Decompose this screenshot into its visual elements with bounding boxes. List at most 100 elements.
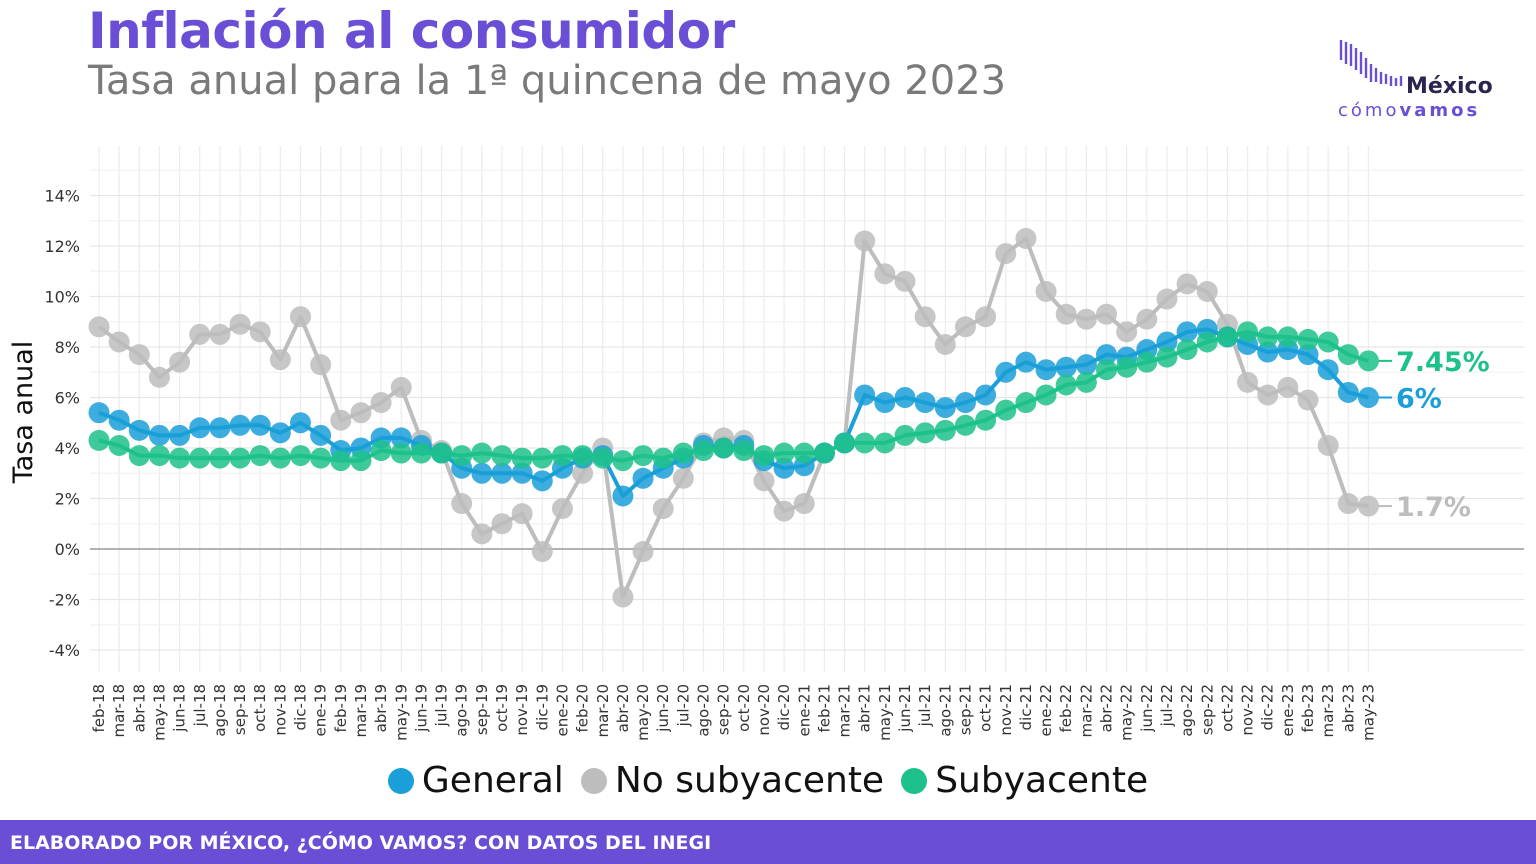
data-point-no-subyacente xyxy=(1136,308,1158,330)
legend-swatch-general xyxy=(387,767,414,794)
data-point-subyacente xyxy=(693,440,714,462)
x-tick-label: ene-23 xyxy=(1279,684,1297,736)
x-tick-label: ago-20 xyxy=(695,684,713,737)
x-tick-label: abr-18 xyxy=(130,684,148,732)
data-point-subyacente xyxy=(1317,331,1339,353)
x-tick-label: nov-20 xyxy=(755,684,773,736)
x-tick-label: dic-18 xyxy=(292,684,310,730)
x-tick-label: ene-22 xyxy=(1037,684,1055,736)
x-tick-label: jul-18 xyxy=(191,684,209,727)
data-point-no-subyacente xyxy=(1015,227,1037,249)
x-tick-label: dic-22 xyxy=(1259,684,1277,730)
data-point-general xyxy=(1337,381,1359,403)
data-point-no-subyacente xyxy=(1297,389,1319,411)
x-tick-label: feb-18 xyxy=(90,684,108,733)
data-point-no-subyacente xyxy=(753,470,775,492)
data-point-subyacente xyxy=(269,447,291,469)
x-tick-label: ene-19 xyxy=(312,684,330,736)
x-tick-label: ago-19 xyxy=(453,684,471,737)
x-tick-label: may-20 xyxy=(634,684,652,741)
data-point-subyacente xyxy=(431,442,453,464)
data-point-subyacente xyxy=(88,429,110,451)
x-tick-label: may-21 xyxy=(876,684,894,741)
data-point-no-subyacente xyxy=(1196,280,1218,302)
x-tick-label: jun-20 xyxy=(654,684,672,733)
x-tick-label: nov-18 xyxy=(271,684,289,736)
data-point-no-subyacente xyxy=(1237,371,1259,393)
legend-label-general: General xyxy=(421,760,564,801)
x-tick-label: jul-20 xyxy=(674,684,692,727)
data-point-subyacente xyxy=(632,445,654,467)
x-tick-label: feb-20 xyxy=(574,684,592,733)
x-axis-ticks: feb-18 mar-18 abr-18 may-18 jun-18 jul-18 ago-… xyxy=(90,684,1377,741)
data-point-no-subyacente xyxy=(229,313,251,335)
data-point-no-subyacente xyxy=(874,263,896,285)
data-point-subyacente xyxy=(1297,328,1319,350)
legend-swatch-no-subyacente xyxy=(580,767,607,794)
data-point-subyacente xyxy=(1015,392,1037,414)
data-point-general xyxy=(189,417,211,439)
y-tick-label: 14% xyxy=(44,187,80,206)
data-point-no-subyacente xyxy=(632,541,654,563)
data-point-general xyxy=(954,392,976,414)
y-tick-label: -2% xyxy=(49,591,80,610)
data-point-subyacente xyxy=(189,447,211,469)
data-point-subyacente xyxy=(672,442,694,464)
data-point-general xyxy=(390,427,412,449)
data-point-subyacente xyxy=(793,442,815,464)
data-point-subyacente xyxy=(310,447,332,469)
x-tick-label: dic-20 xyxy=(775,684,793,730)
data-point-general xyxy=(310,424,332,446)
legend: General No subyacente Subyacente xyxy=(0,760,1536,801)
data-point-no-subyacente xyxy=(1096,303,1117,325)
data-point-subyacente xyxy=(1035,384,1057,406)
data-point-general xyxy=(914,392,936,414)
data-point-no-subyacente xyxy=(471,523,493,545)
end-label-subyacente: 7.45% xyxy=(1396,347,1490,378)
x-tick-label: ene-21 xyxy=(795,684,813,736)
data-point-general xyxy=(108,409,130,431)
data-point-general xyxy=(1035,359,1057,381)
data-point-subyacente xyxy=(753,445,775,467)
y-tick-label: 2% xyxy=(55,490,80,509)
data-point-subyacente xyxy=(975,409,997,431)
data-point-no-subyacente xyxy=(169,351,191,373)
x-tick-label: abr-19 xyxy=(372,684,390,732)
data-point-general xyxy=(269,422,291,444)
x-tick-label: abr-21 xyxy=(856,684,874,732)
data-point-subyacente xyxy=(934,419,956,441)
footer-credit: ELABORADO POR MÉXICO, ¿CÓMO VAMOS? CON D… xyxy=(10,832,712,854)
data-point-general xyxy=(894,387,916,408)
y-tick-label: 6% xyxy=(55,389,80,408)
data-point-subyacente xyxy=(652,447,674,469)
data-point-subyacente xyxy=(954,414,976,436)
data-point-subyacente xyxy=(1156,346,1178,368)
end-labels: 1.7% 6% 7.45% xyxy=(1378,347,1490,523)
data-point-subyacente xyxy=(1055,374,1077,396)
data-point-no-subyacente xyxy=(1156,288,1178,310)
bar-logo-icon xyxy=(1339,40,1403,86)
x-tick-label: may-23 xyxy=(1359,684,1377,741)
data-point-no-subyacente xyxy=(1176,273,1198,295)
data-point-general xyxy=(934,397,956,419)
data-point-subyacente xyxy=(471,442,493,464)
x-tick-label: dic-21 xyxy=(1017,684,1035,730)
x-tick-label: mar-21 xyxy=(836,684,854,738)
end-label-no-subyacente: 1.7% xyxy=(1396,492,1471,523)
data-point-no-subyacente xyxy=(773,500,795,522)
data-point-subyacente xyxy=(1136,351,1158,373)
data-point-general xyxy=(1075,354,1097,376)
x-tick-label: may-22 xyxy=(1118,684,1136,741)
y-axis-label: Tasa anual xyxy=(8,341,39,485)
data-point-general xyxy=(229,414,251,436)
data-point-no-subyacente xyxy=(894,270,916,292)
x-tick-label: nov-19 xyxy=(513,684,531,736)
data-point-subyacente xyxy=(390,442,412,464)
data-point-general xyxy=(632,467,654,489)
data-point-no-subyacente xyxy=(1075,308,1097,330)
data-point-no-subyacente xyxy=(954,316,976,338)
data-point-no-subyacente xyxy=(1257,384,1279,406)
data-point-subyacente xyxy=(813,442,835,464)
data-point-general xyxy=(1357,387,1379,408)
data-point-general xyxy=(1055,356,1077,378)
